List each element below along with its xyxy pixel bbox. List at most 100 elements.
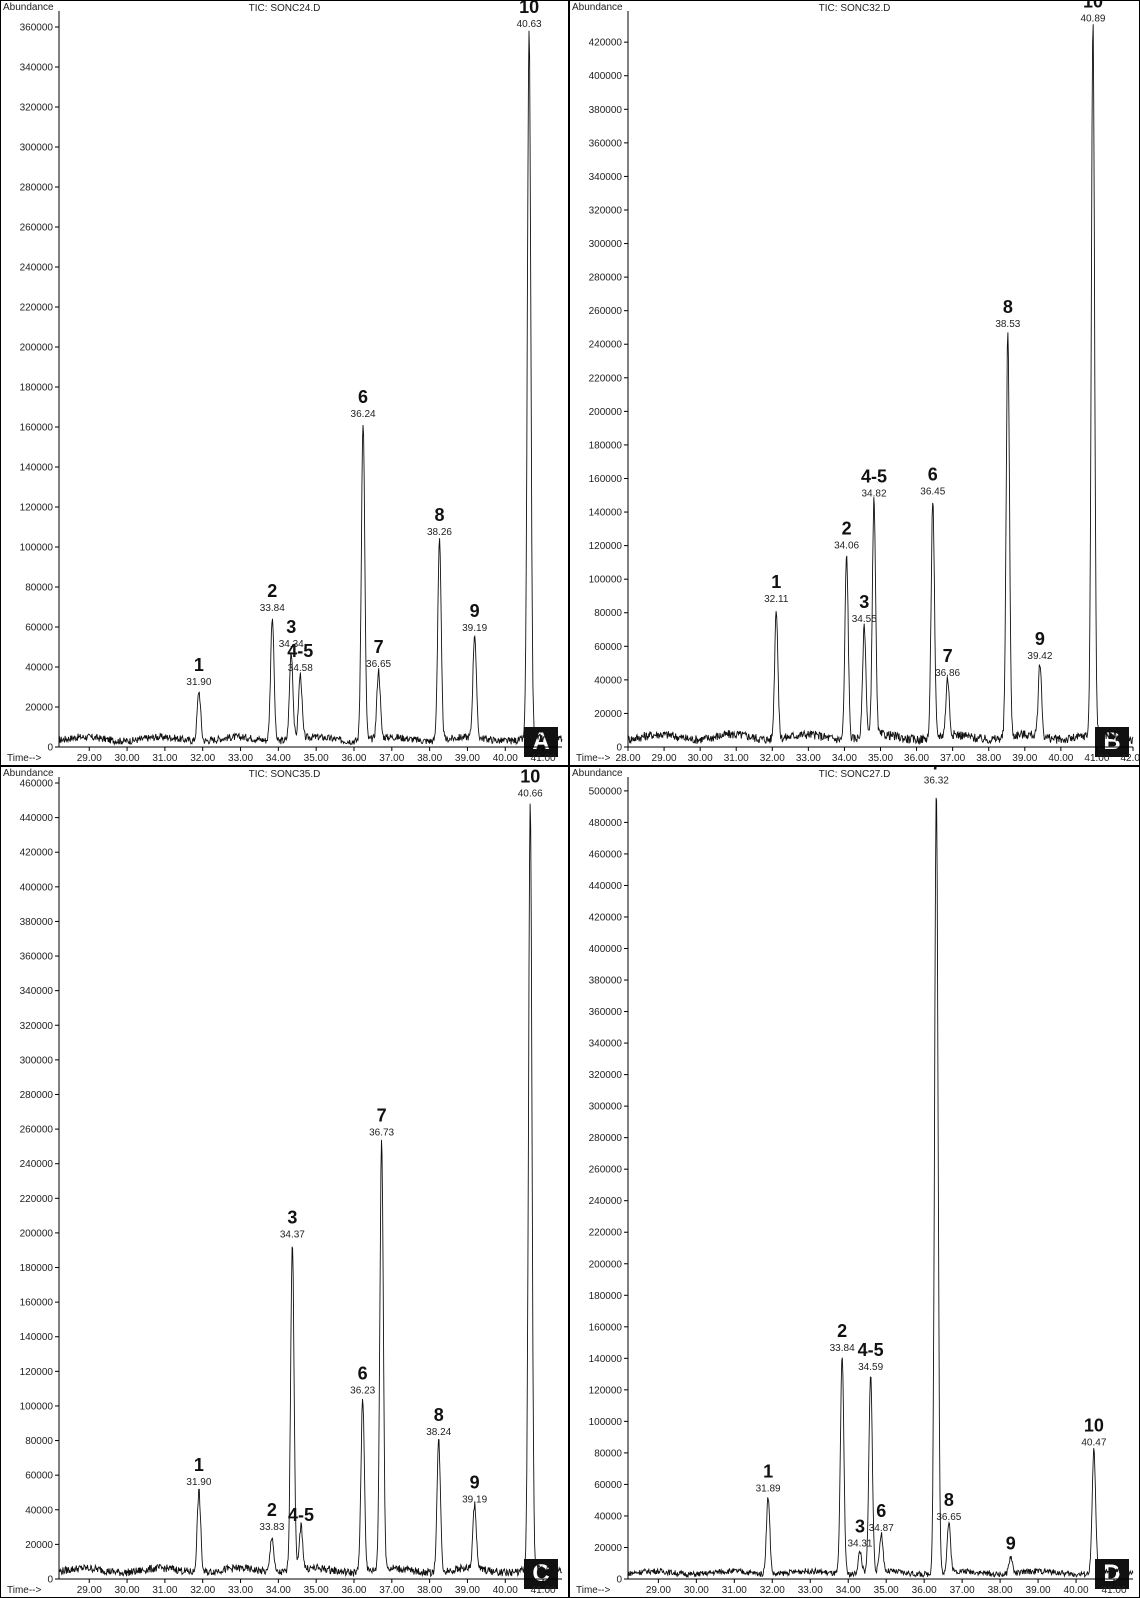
peak-retention-time-label: 36.65 [936, 1512, 961, 1523]
peak-number-label: 1 [763, 1461, 773, 1481]
peak-number-label: 1 [194, 1455, 204, 1475]
y-tick-label: 460000 [20, 779, 54, 790]
y-tick-label: 180000 [589, 1291, 623, 1302]
y-tick-label: 160000 [20, 1298, 54, 1309]
y-tick-label: 20000 [25, 703, 53, 714]
y-tick-label: 440000 [20, 813, 54, 824]
y-tick-label: 20000 [594, 709, 622, 720]
peak-number-label: 9 [1035, 629, 1045, 649]
x-tick-label: 30.00 [688, 753, 713, 764]
x-tick-label: 37.00 [940, 753, 965, 764]
y-tick-label: 340000 [589, 172, 623, 183]
y-tick-label: 380000 [589, 105, 623, 116]
peak-retention-time-label: 40.63 [517, 19, 542, 30]
y-tick-label: 500000 [589, 786, 623, 797]
x-tick-label: 38.00 [417, 1585, 442, 1596]
peak-number-label: 7 [943, 646, 953, 666]
x-tick-label: 34.00 [266, 753, 291, 764]
peak-number-label: 4-5 [288, 1505, 314, 1525]
y-tick-label: 140000 [20, 1332, 54, 1343]
x-axis-label: Time--> [576, 1585, 611, 1596]
y-axis-label: Abundance [572, 768, 623, 779]
y-tick-label: 280000 [20, 1090, 54, 1101]
y-tick-label: 480000 [589, 818, 623, 829]
peak-retention-time-label: 33.84 [830, 1343, 855, 1354]
peak-number-label: 1 [771, 572, 781, 592]
x-tick-label: 40.00 [493, 1585, 518, 1596]
y-tick-label: 60000 [25, 1471, 53, 1482]
x-tick-label: 37.00 [379, 753, 404, 764]
x-tick-label: 39.00 [1026, 1585, 1051, 1596]
y-tick-label: 300000 [20, 143, 54, 154]
x-tick-label: 30.00 [684, 1585, 709, 1596]
peak-retention-time-label: 40.66 [518, 788, 543, 799]
x-axis-label: Time--> [576, 753, 611, 764]
peak-number-label: 2 [267, 581, 277, 601]
peak-retention-time-label: 40.47 [1081, 1438, 1106, 1449]
peak-retention-time-label: 34.06 [834, 540, 859, 551]
peak-number-label: 9 [470, 1472, 480, 1492]
peak-retention-time-label: 36.73 [369, 1127, 394, 1138]
chromatogram-panel-b: Abundance TIC: SONC32.D Time--> B 0 20000 4000… [569, 0, 1140, 766]
y-tick-label: 240000 [589, 1196, 623, 1207]
peak-retention-time-label: 38.53 [995, 319, 1020, 330]
x-tick-label: 40.00 [493, 753, 518, 764]
y-tick-label: 100000 [20, 543, 54, 554]
x-tick-label: 29.00 [77, 1585, 102, 1596]
peak-retention-time-label: 31.89 [756, 1483, 781, 1494]
y-tick-label: 300000 [589, 1102, 623, 1113]
peak-retention-time-label: 38.24 [426, 1427, 451, 1438]
y-tick-label: 120000 [589, 541, 623, 552]
peak-number-label: 8 [944, 1490, 954, 1510]
y-tick-label: 0 [616, 1575, 622, 1586]
peak-number-label: 10 [519, 1, 539, 17]
x-tick-label: 38.00 [417, 753, 442, 764]
peak-retention-time-label: 36.24 [351, 409, 376, 420]
y-tick-label: 180000 [20, 383, 54, 394]
y-tick-label: 220000 [589, 373, 623, 384]
y-tick-label: 60000 [25, 623, 53, 634]
x-tick-label: 40.00 [1064, 1585, 1089, 1596]
peak-number-label: 2 [837, 1321, 847, 1341]
y-tick-label: 400000 [589, 944, 623, 955]
y-tick-label: 300000 [20, 1055, 54, 1066]
peak-retention-time-label: 36.86 [935, 668, 960, 679]
peak-retention-time-label: 36.65 [366, 659, 391, 670]
y-tick-label: 20000 [594, 1543, 622, 1554]
peak-number-label: 10 [520, 767, 540, 786]
y-tick-label: 220000 [20, 303, 54, 314]
y-tick-label: 340000 [20, 63, 54, 74]
x-tick-label: 29.00 [652, 753, 677, 764]
x-tick-label: 34.00 [836, 1585, 861, 1596]
y-tick-label: 140000 [20, 463, 54, 474]
x-tick-label: 37.00 [950, 1585, 975, 1596]
peak-retention-time-label: 38.26 [427, 527, 452, 538]
y-tick-label: 380000 [20, 917, 54, 928]
chromatogram-panel-a: Abundance TIC: SONC24.D Time--> A 0 20000 4000… [0, 0, 569, 766]
x-tick-label: 28.00 [615, 753, 640, 764]
y-tick-label: 0 [47, 743, 53, 754]
peak-number-label: 10 [1083, 1, 1103, 11]
x-tick-label: 33.00 [228, 1585, 253, 1596]
y-tick-label: 260000 [589, 1165, 623, 1176]
chromatogram-panel-d: Abundance TIC: SONC27.D Time--> D 0 20000 4000… [569, 766, 1140, 1598]
y-tick-label: 20000 [25, 1540, 53, 1551]
y-tick-label: 200000 [20, 343, 54, 354]
x-tick-label: 34.00 [832, 753, 857, 764]
x-tick-label: 41.00 [1101, 1585, 1126, 1596]
x-tick-label: 29.00 [646, 1585, 671, 1596]
peak-retention-time-label: 36.45 [920, 487, 945, 498]
y-tick-label: 180000 [589, 440, 623, 451]
y-tick-label: 320000 [589, 205, 623, 216]
y-tick-label: 200000 [589, 1259, 623, 1270]
y-tick-label: 240000 [20, 263, 54, 274]
x-tick-label: 41.00 [531, 1585, 556, 1596]
x-tick-label: 38.00 [976, 753, 1001, 764]
y-tick-label: 80000 [594, 608, 622, 619]
y-tick-label: 360000 [589, 138, 623, 149]
chromatogram-trace [627, 24, 1134, 745]
y-tick-label: 460000 [589, 849, 623, 860]
plot-area: 0 20000 40000 60000 80000 100000 120000 140000 1… [589, 767, 1134, 1596]
y-tick-label: 260000 [589, 306, 623, 317]
peak-number-label: 7 [377, 1105, 387, 1125]
